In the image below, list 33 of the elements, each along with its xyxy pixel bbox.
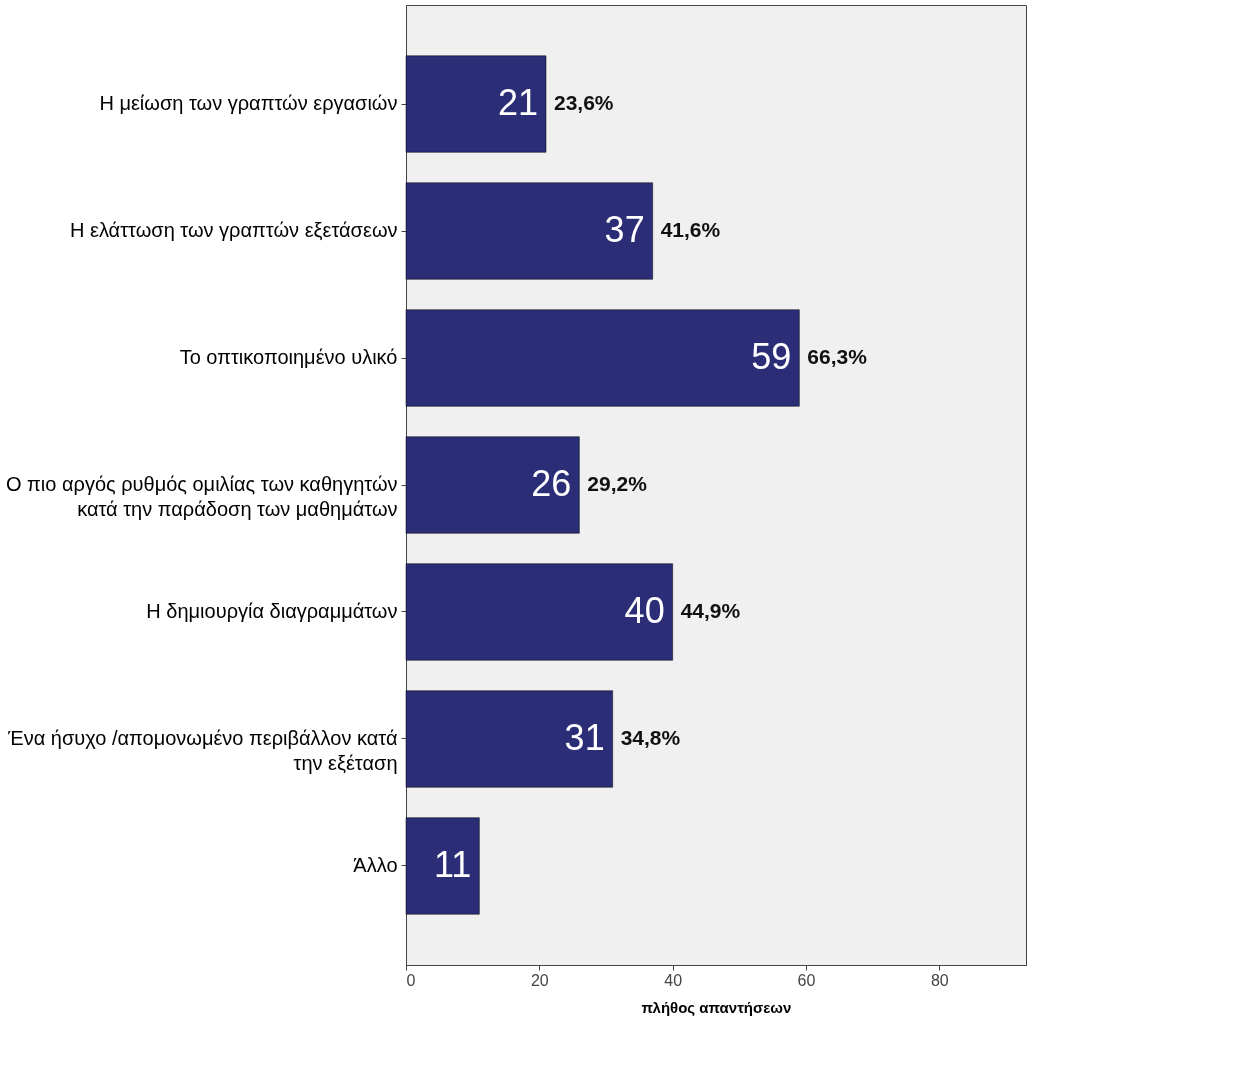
y-tick-label: Η ελάττωση των γραπτών εξετάσεων [70,219,398,242]
data-label: 11 [433,843,472,885]
y-tick-label: Ο πιο αργός ρυθμός ομιλίας των καθηγητών κατά την παράδοση των μαθημάτων [5,473,398,520]
x-tick-label: 20 [530,971,549,989]
x-axis-title: πλήθος απαντήσεων [641,998,792,1016]
annotation: 23,6% [554,91,614,115]
x-tick-label: 60 [797,971,816,989]
data-label: 31 [564,716,605,758]
data-label: 37 [604,209,645,251]
bar [405,55,547,153]
x-tick-label: 40 [664,971,683,989]
annotation: 41,6% [660,218,721,242]
bar [405,309,800,407]
bar [405,436,580,534]
bar [405,690,613,788]
annotation: 44,9% [680,598,741,622]
data-label: 40 [624,589,665,631]
annotation: 29,2% [587,472,648,495]
bar [405,563,673,661]
x-tick-label: 80 [930,971,949,989]
data-label: 26 [531,463,572,504]
bar [405,182,653,280]
y-tick-label: Το οπτικοποιημένο υλικό [179,346,398,369]
y-tick-label: Άλλο [353,853,398,876]
bar [405,817,480,915]
data-label: 59 [751,336,792,378]
x-tick-label: 0 [406,971,416,989]
data-label: 21 [497,82,538,124]
annotation: 66,3% [807,345,868,369]
y-tick-label: Η δημιουργία διαγραμμάτων [146,599,398,622]
y-tick-label: Η μείωση των γραπτών εργασιών [99,92,398,115]
annotation: 34,8% [620,725,681,749]
y-tick-label: Ένα ήσυχο /απομονωμένο περιβάλλον κατά την εξέταση [7,726,398,774]
